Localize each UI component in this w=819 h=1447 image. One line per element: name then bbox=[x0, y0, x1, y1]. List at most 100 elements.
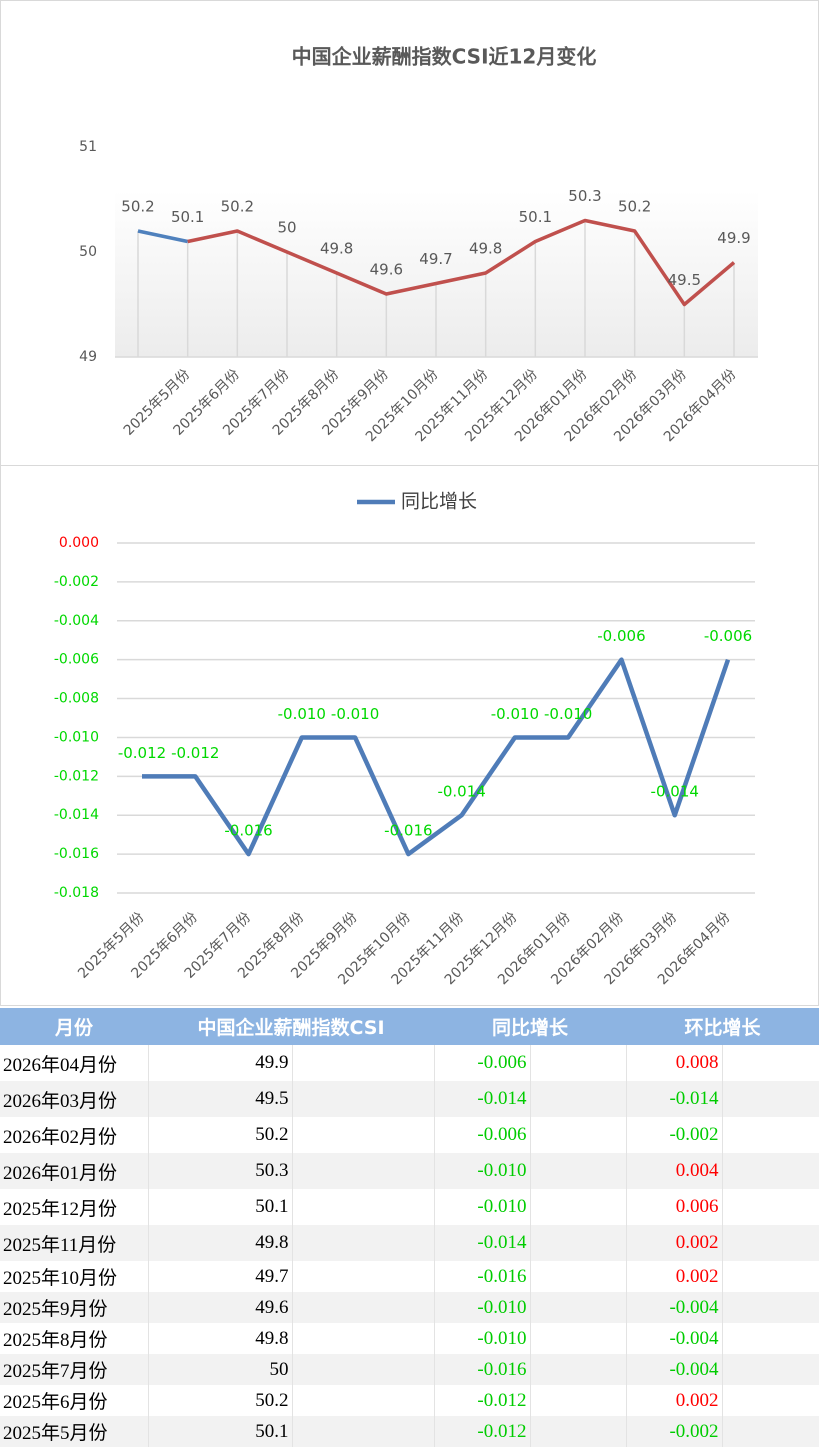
empty-cell bbox=[722, 1153, 819, 1189]
chart-title: 中国企业薪酬指数CSI近12月变化 bbox=[292, 45, 597, 69]
empty-cell bbox=[530, 1225, 627, 1261]
csi-cell: 49.6 bbox=[148, 1292, 293, 1323]
yoy-cell: -0.010 bbox=[434, 1189, 531, 1225]
y-tick-label: -0.012 bbox=[54, 768, 99, 784]
charts: 中国企业薪酬指数CSI近12月变化4950512025年5月份2025年6月份2… bbox=[0, 0, 819, 1006]
data-label: -0.006 bbox=[704, 627, 752, 645]
data-line bbox=[142, 657, 731, 857]
month-cell: 2026年01月份 bbox=[0, 1153, 149, 1189]
empty-cell bbox=[292, 1385, 435, 1416]
mom-cell: 0.008 bbox=[626, 1045, 723, 1081]
empty-cell bbox=[722, 1261, 819, 1292]
table-row: 2026年03月份 49.5 -0.014 -0.014 bbox=[0, 1081, 819, 1117]
y-tick-label: -0.004 bbox=[54, 613, 99, 629]
empty-cell bbox=[722, 1045, 819, 1081]
month-cell: 2025年6月份 bbox=[0, 1385, 149, 1416]
table-row: 2026年04月份 49.9 -0.006 0.008 bbox=[0, 1045, 819, 1081]
header-row: 月份 中国企业薪酬指数CSI 同比增长 环比增长 bbox=[0, 1008, 819, 1045]
table-row: 2025年6月份 50.2 -0.012 0.002 bbox=[0, 1385, 819, 1416]
empty-cell bbox=[722, 1292, 819, 1323]
csi-cell: 49.7 bbox=[148, 1261, 293, 1292]
empty-cell bbox=[530, 1117, 627, 1153]
table-row: 2026年01月份 50.3 -0.010 0.004 bbox=[0, 1153, 819, 1189]
empty-cell bbox=[292, 1045, 435, 1081]
data-label: -0.006 bbox=[597, 627, 645, 645]
table-row: 2025年12月份 50.1 -0.010 0.006 bbox=[0, 1189, 819, 1225]
chart-frame bbox=[0, 465, 819, 1006]
empty-cell bbox=[722, 1189, 819, 1225]
empty-cell bbox=[292, 1292, 435, 1323]
table-row: 2025年7月份 50 -0.016 -0.004 bbox=[0, 1354, 819, 1385]
table-body: 2026年04月份 49.9 -0.006 0.008 2026年03月份 49.5 -0.… bbox=[0, 1045, 819, 1447]
header-cell: 中国企业薪酬指数CSI bbox=[148, 1008, 434, 1045]
header-cell: 同比增长 bbox=[434, 1008, 627, 1045]
yoy-cell: -0.012 bbox=[434, 1416, 531, 1447]
data-label: -0.012 bbox=[118, 744, 166, 762]
month-cell: 2025年7月份 bbox=[0, 1354, 149, 1385]
yoy-cell: -0.006 bbox=[434, 1117, 531, 1153]
mom-cell: 0.006 bbox=[626, 1189, 723, 1225]
month-cell: 2026年03月份 bbox=[0, 1081, 149, 1117]
empty-cell bbox=[292, 1354, 435, 1385]
yoy-cell: -0.010 bbox=[434, 1292, 531, 1323]
empty-cell bbox=[530, 1045, 627, 1081]
data-label: 49.5 bbox=[668, 271, 701, 289]
empty-cell bbox=[722, 1354, 819, 1385]
data-label: 50.2 bbox=[221, 198, 254, 216]
empty-cell bbox=[530, 1385, 627, 1416]
month-cell: 2026年02月份 bbox=[0, 1117, 149, 1153]
table-row: 2025年5月份 50.1 -0.012 -0.002 bbox=[0, 1416, 819, 1447]
data-table: 月份 中国企业薪酬指数CSI 同比增长 环比增长 2026年04月份 49.9 -0… bbox=[0, 1008, 819, 1447]
data-line bbox=[137, 229, 189, 244]
csi-cell: 50.3 bbox=[148, 1153, 293, 1189]
data-label: -0.010 bbox=[278, 705, 326, 723]
data-label: 50 bbox=[277, 219, 296, 237]
empty-cell bbox=[530, 1189, 627, 1225]
month-cell: 2025年11月份 bbox=[0, 1225, 149, 1261]
mom-cell: -0.004 bbox=[626, 1292, 723, 1323]
y-tick-label: -0.016 bbox=[54, 846, 99, 862]
empty-cell bbox=[292, 1323, 435, 1354]
csi-cell: 49.5 bbox=[148, 1081, 293, 1117]
table-row: 2026年02月份 50.2 -0.006 -0.002 bbox=[0, 1117, 819, 1153]
yoy-cell: -0.014 bbox=[434, 1081, 531, 1117]
data-label: -0.010 bbox=[331, 705, 379, 723]
empty-cell bbox=[722, 1416, 819, 1447]
data-label: -0.016 bbox=[224, 822, 272, 840]
month-cell: 2026年04月份 bbox=[0, 1045, 149, 1081]
yoy-cell: -0.016 bbox=[434, 1261, 531, 1292]
y-tick-label: 50 bbox=[79, 244, 97, 260]
empty-cell bbox=[292, 1081, 435, 1117]
csi-cell: 49.9 bbox=[148, 1045, 293, 1081]
data-label: 50.2 bbox=[121, 198, 154, 216]
empty-cell bbox=[530, 1081, 627, 1117]
csi-cell: 50 bbox=[148, 1354, 293, 1385]
y-tick-label: -0.010 bbox=[54, 729, 99, 745]
empty-cell bbox=[722, 1117, 819, 1153]
data-label: 49.8 bbox=[469, 240, 502, 258]
data-line bbox=[187, 218, 736, 307]
header-cell: 月份 bbox=[0, 1008, 148, 1045]
data-label: -0.012 bbox=[171, 744, 219, 762]
yoy-cell: -0.014 bbox=[434, 1225, 531, 1261]
data-label: -0.010 bbox=[491, 705, 539, 723]
legend-label: 同比增长 bbox=[401, 491, 477, 513]
empty-cell bbox=[292, 1225, 435, 1261]
mom-cell: -0.002 bbox=[626, 1416, 723, 1447]
y-tick-label: 49 bbox=[79, 349, 97, 365]
mom-cell: -0.004 bbox=[626, 1354, 723, 1385]
csi-cell: 50.1 bbox=[148, 1189, 293, 1225]
csi-cell: 49.8 bbox=[148, 1323, 293, 1354]
month-cell: 2025年10月份 bbox=[0, 1261, 149, 1292]
table-row: 2025年11月份 49.8 -0.014 0.002 bbox=[0, 1225, 819, 1261]
yoy-cell: -0.016 bbox=[434, 1354, 531, 1385]
month-cell: 2025年9月份 bbox=[0, 1292, 149, 1323]
empty-cell bbox=[530, 1416, 627, 1447]
month-cell: 2025年12月份 bbox=[0, 1189, 149, 1225]
data-label: -0.014 bbox=[651, 783, 699, 801]
y-tick-label: -0.008 bbox=[54, 691, 99, 707]
empty-cell bbox=[722, 1225, 819, 1261]
empty-cell bbox=[530, 1354, 627, 1385]
header-cell: 环比增长 bbox=[626, 1008, 819, 1045]
